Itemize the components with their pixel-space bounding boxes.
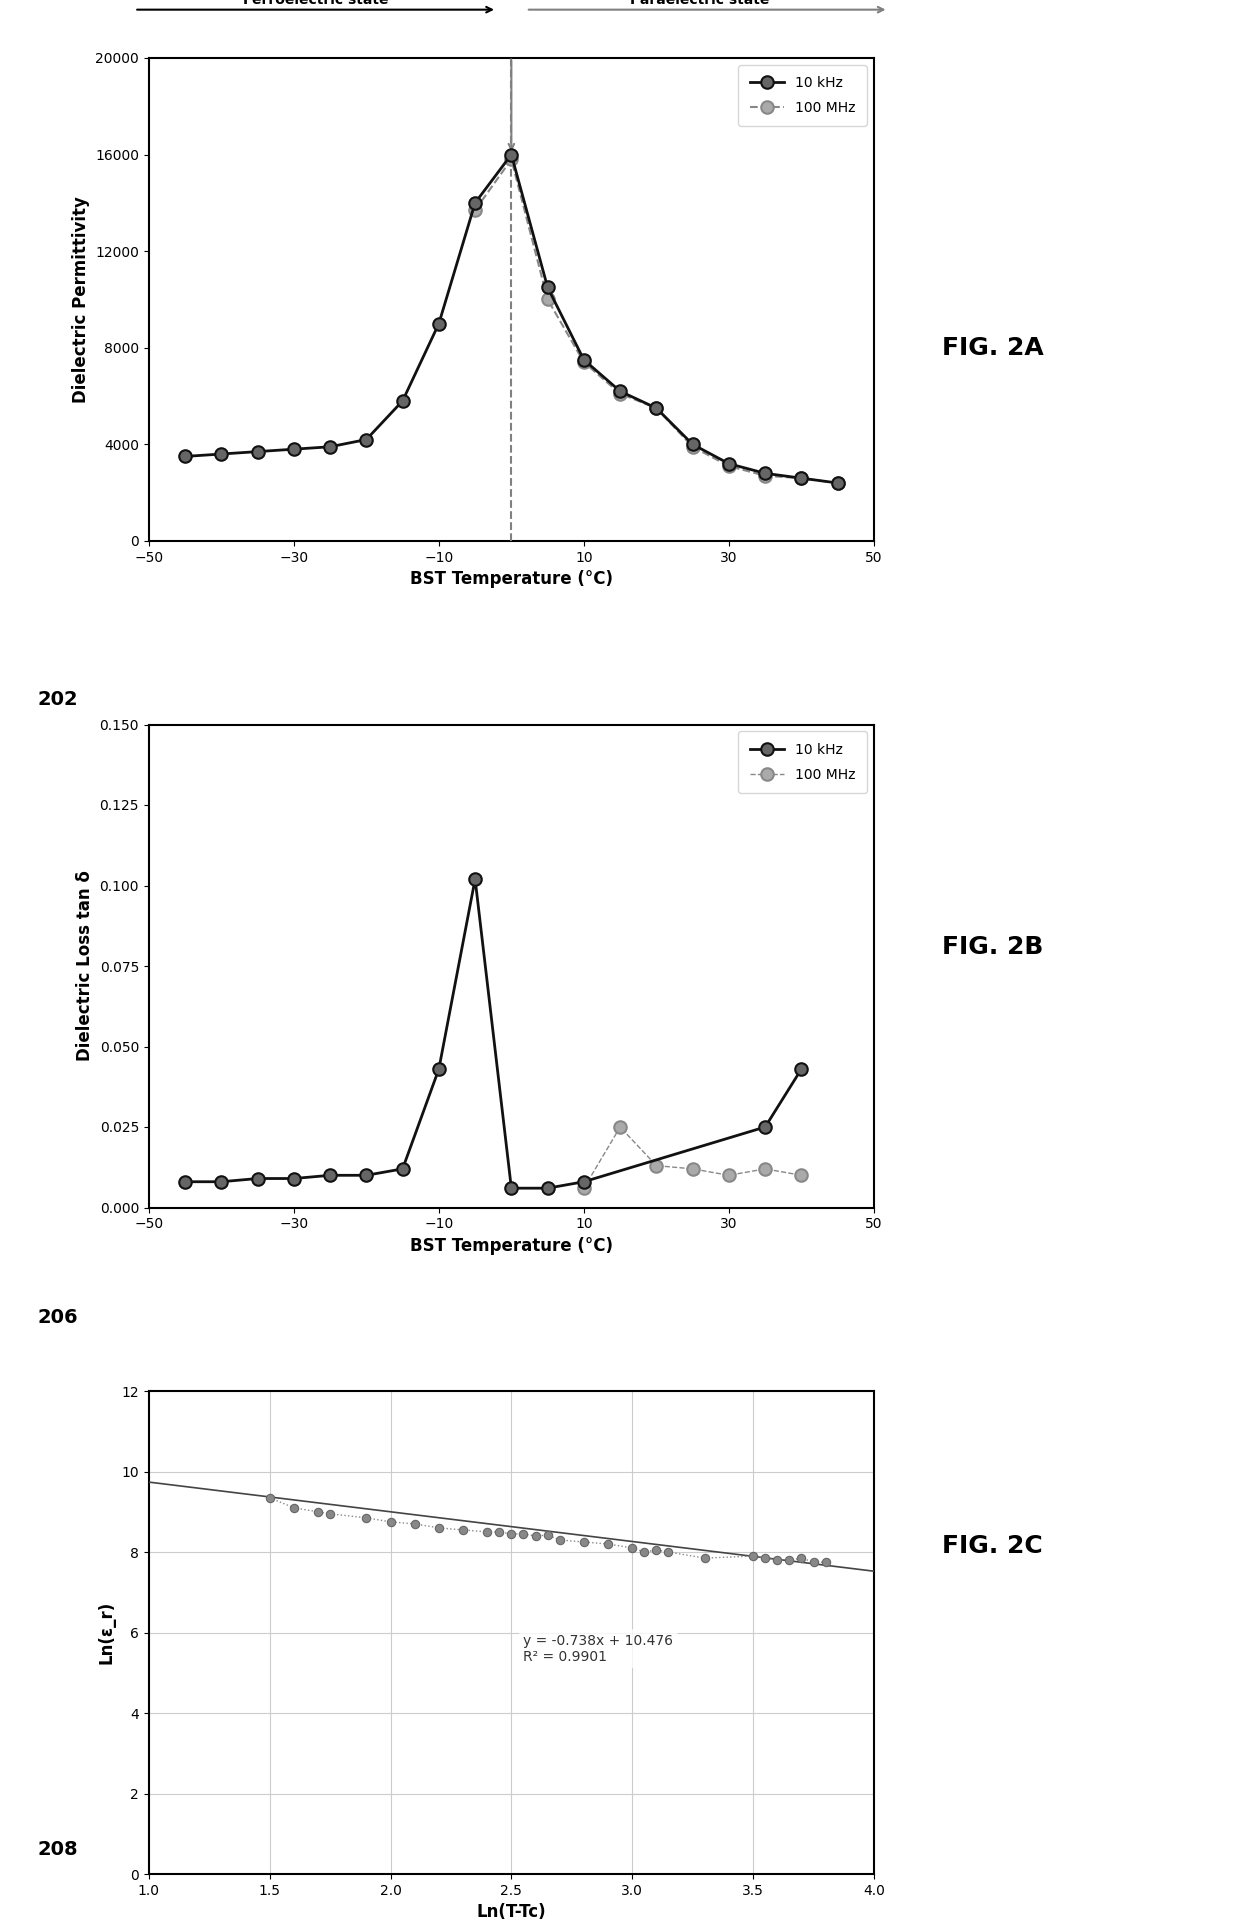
10 kHz	[286, 437, 301, 460]
10 kHz	[322, 1163, 337, 1186]
10 kHz	[286, 1167, 301, 1190]
10 kHz	[396, 390, 410, 413]
10 kHz	[722, 452, 737, 475]
10 kHz	[467, 191, 482, 214]
10 kHz	[577, 1171, 591, 1194]
Text: FIG. 2B: FIG. 2B	[942, 935, 1044, 958]
10 kHz	[541, 276, 556, 299]
100 MHz	[758, 464, 773, 487]
100 MHz	[686, 1157, 701, 1180]
10 kHz	[432, 1057, 446, 1080]
Line: 100 MHz: 100 MHz	[469, 153, 844, 489]
10 kHz	[322, 435, 337, 458]
Line: 10 kHz: 10 kHz	[179, 873, 807, 1194]
100 MHz	[794, 466, 808, 489]
X-axis label: BST Temperature (°C): BST Temperature (°C)	[410, 570, 613, 587]
100 MHz	[577, 1177, 591, 1200]
Legend: 10 kHz, 100 MHz: 10 kHz, 100 MHz	[739, 732, 867, 792]
100 MHz	[613, 383, 627, 406]
100 MHz	[577, 350, 591, 373]
Text: FIG. 2C: FIG. 2C	[942, 1534, 1043, 1557]
10 kHz	[758, 462, 773, 485]
10 kHz	[794, 1057, 808, 1080]
Text: 208: 208	[37, 1839, 78, 1859]
10 kHz	[467, 867, 482, 891]
Y-axis label: Ln(ε_r): Ln(ε_r)	[98, 1602, 115, 1663]
10 kHz	[577, 348, 591, 371]
Legend: 10 kHz, 100 MHz: 10 kHz, 100 MHz	[739, 66, 867, 126]
10 kHz	[250, 440, 265, 464]
10 kHz	[358, 427, 373, 450]
Text: Ferroelectric state: Ferroelectric state	[243, 0, 388, 8]
100 MHz	[831, 471, 846, 495]
Text: FIG. 2A: FIG. 2A	[942, 336, 1044, 359]
100 MHz	[541, 288, 556, 311]
X-axis label: Ln(T-Tc): Ln(T-Tc)	[476, 1903, 546, 1920]
10 kHz	[213, 442, 228, 466]
10 kHz	[396, 1157, 410, 1180]
100 MHz	[503, 149, 518, 172]
10 kHz	[177, 1171, 192, 1194]
10 kHz	[541, 1177, 556, 1200]
100 MHz	[649, 396, 663, 419]
Y-axis label: Dielectric Loss tan δ: Dielectric Loss tan δ	[76, 871, 94, 1061]
Text: 206: 206	[37, 1308, 78, 1327]
100 MHz	[758, 1157, 773, 1180]
10 kHz	[250, 1167, 265, 1190]
Text: y = -0.738x + 10.476
R² = 0.9901: y = -0.738x + 10.476 R² = 0.9901	[523, 1634, 673, 1663]
Text: Paraelectric state: Paraelectric state	[630, 0, 770, 8]
10 kHz	[503, 1177, 518, 1200]
Line: 100 MHz: 100 MHz	[578, 1121, 807, 1194]
10 kHz	[794, 466, 808, 489]
10 kHz	[358, 1163, 373, 1186]
10 kHz	[503, 143, 518, 166]
10 kHz	[758, 1115, 773, 1138]
100 MHz	[722, 454, 737, 477]
100 MHz	[722, 1163, 737, 1186]
X-axis label: BST Temperature (°C): BST Temperature (°C)	[410, 1236, 613, 1254]
10 kHz	[831, 471, 846, 495]
100 MHz	[794, 1163, 808, 1186]
10 kHz	[649, 396, 663, 419]
Text: 202: 202	[37, 690, 78, 709]
100 MHz	[613, 1115, 627, 1138]
10 kHz	[686, 433, 701, 456]
10 kHz	[213, 1171, 228, 1194]
Y-axis label: Dielectric Permittivity: Dielectric Permittivity	[72, 195, 89, 404]
10 kHz	[613, 379, 627, 402]
10 kHz	[177, 444, 192, 468]
Line: 10 kHz: 10 kHz	[179, 149, 844, 489]
10 kHz	[432, 311, 446, 336]
100 MHz	[686, 435, 701, 458]
100 MHz	[467, 199, 482, 222]
100 MHz	[649, 1153, 663, 1177]
